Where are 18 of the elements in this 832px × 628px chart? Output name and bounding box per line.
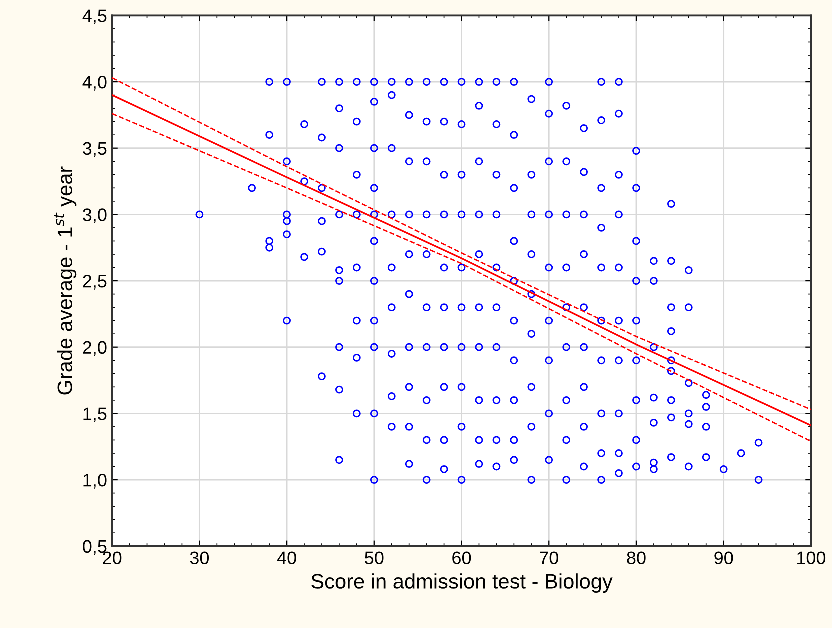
y-tick-label: 4,0 — [82, 76, 107, 91]
x-tick-label: 80 — [627, 552, 646, 564]
x-axis-title: Score in admission test - Biology — [312, 574, 613, 594]
y-axis-title: Grade average - 1$^{st}$ year — [54, 166, 77, 395]
x-tick-label: 30 — [190, 552, 210, 564]
y-tick-label: 1,0 — [84, 474, 107, 489]
y-tick-label: 4,5 — [82, 10, 107, 25]
x-tick-label: 50 — [365, 552, 384, 564]
y-tick-label: 3,0 — [83, 208, 107, 224]
x-tick-label: 100 — [798, 552, 826, 564]
y-tick-label: 1,5 — [84, 408, 107, 423]
y-tick-label: 2,0 — [83, 341, 107, 356]
x-tick-label: 90 — [714, 552, 734, 564]
x-tick-label: 40 — [277, 552, 296, 564]
x-tick-label: 70 — [540, 552, 558, 564]
x-tick-label: 60 — [452, 552, 472, 564]
y-tick-label: 2,5 — [83, 274, 107, 290]
y-tick-label: 3,5 — [83, 142, 107, 158]
